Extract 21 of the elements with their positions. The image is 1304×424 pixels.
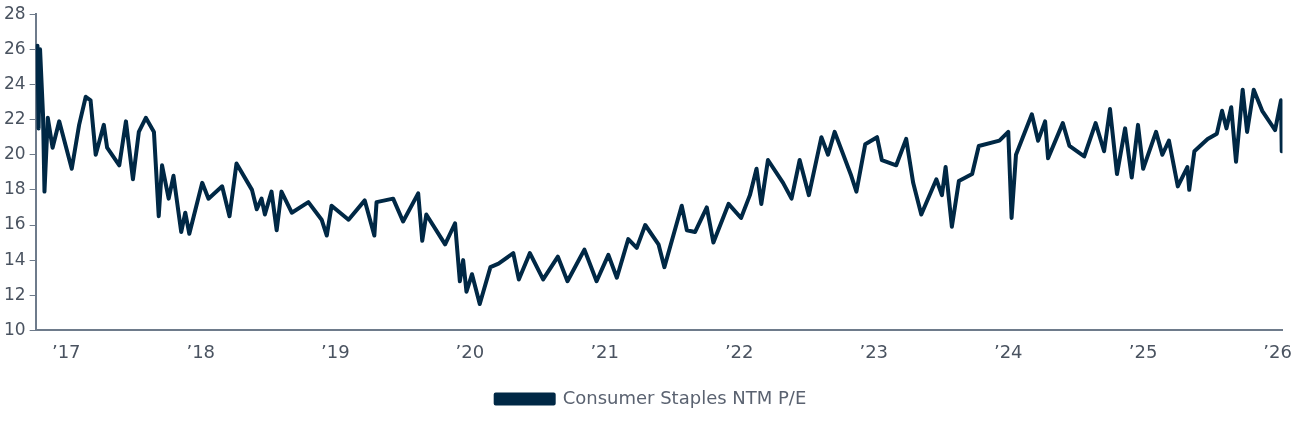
y-tick-label: 16 [3, 213, 26, 234]
x-tick-label: ’26 [1263, 340, 1292, 362]
x-tick-label: ’19 [320, 340, 350, 362]
y-tick-label: 12 [3, 283, 26, 304]
x-tick-label: ’20 [455, 340, 485, 362]
x-tick-label: ’25 [1128, 340, 1158, 362]
y-tick-label: 18 [3, 178, 26, 199]
x-tick-label: ’22 [724, 340, 754, 362]
legend-label: Consumer Staples NTM P/E [562, 386, 807, 408]
x-tick-label: ’23 [859, 340, 889, 362]
y-tick-label: 20 [3, 143, 26, 164]
y-tick-label: 28 [3, 2, 26, 23]
x-tick-label: ’17 [51, 340, 81, 362]
x-tick-label: ’24 [993, 340, 1023, 362]
y-tick-label: 24 [3, 72, 26, 93]
x-tick-label: ’18 [186, 340, 216, 362]
y-tick-label: 14 [3, 248, 26, 269]
x-tick-label: ’21 [590, 340, 620, 362]
y-tick-label: 26 [3, 37, 26, 58]
y-tick-label: 22 [3, 108, 26, 129]
y-tick-label: 10 [3, 318, 26, 339]
